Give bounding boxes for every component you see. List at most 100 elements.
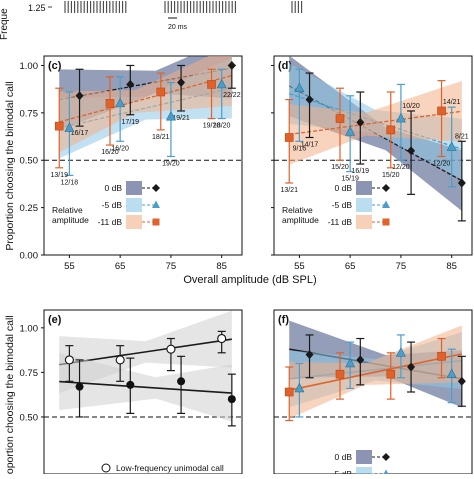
top-tick-125: 1.25 xyxy=(28,3,46,13)
count-label: 16/19 xyxy=(352,168,370,175)
legend: Relative0 dB-5 dB xyxy=(282,450,390,479)
legend-marker xyxy=(382,453,390,461)
data-point-square xyxy=(386,125,396,135)
count-label: 13/19 xyxy=(50,172,68,179)
count-label: 14/21 xyxy=(443,99,461,106)
data-point-square xyxy=(386,369,396,379)
x-tick-label: 85 xyxy=(216,261,227,272)
data-point-triangle xyxy=(345,357,356,368)
panel-label: (c) xyxy=(48,60,62,72)
x-tick-label: 75 xyxy=(396,261,407,272)
count-label: 13/21 xyxy=(280,187,298,194)
legend-entry: -5 dB xyxy=(332,469,353,474)
spectrogram-bars xyxy=(64,1,303,13)
x-tick-label: 55 xyxy=(64,261,75,272)
count-label: 19/20 xyxy=(203,123,221,130)
plot-body xyxy=(288,56,463,212)
data-point-diamond xyxy=(457,376,466,386)
data-point-diamond xyxy=(305,350,314,360)
y-tick-label: 1.00 xyxy=(20,323,39,334)
panel-label: (e) xyxy=(48,314,62,326)
top-freq-label: Freque xyxy=(0,8,10,40)
x-tick-label: 55 xyxy=(294,261,305,272)
plot-body xyxy=(289,320,463,419)
count-label: 17/19 xyxy=(122,119,140,126)
data-point-diamond xyxy=(126,79,135,89)
legend-entry: -11 dB xyxy=(98,217,123,227)
count-label: 14/17 xyxy=(301,141,319,148)
legend-title: amplitude xyxy=(52,215,89,225)
count-label: 12/18 xyxy=(61,179,79,186)
count-label: 12/20 xyxy=(392,164,410,171)
fit-line xyxy=(59,380,232,394)
legend-marker xyxy=(382,218,390,226)
data-point-diamond xyxy=(75,91,84,101)
legend-title: amplitude xyxy=(282,215,319,225)
data-point-triangle xyxy=(294,82,305,93)
data-point-square xyxy=(207,80,216,89)
x-tick-label: 85 xyxy=(446,261,457,272)
count-label: 16/17 xyxy=(71,130,89,137)
data-point-triangle xyxy=(294,382,305,393)
legend-marker xyxy=(382,469,390,477)
count-label: 8/21 xyxy=(455,133,469,140)
data-point-triangle xyxy=(446,141,457,151)
data-point-square xyxy=(284,387,294,397)
data-point-square xyxy=(284,133,294,142)
legend-entry: -11 dB xyxy=(328,217,353,227)
plot-frame xyxy=(43,55,243,256)
count-label: 15/20 xyxy=(382,172,400,179)
plot-body xyxy=(59,56,233,159)
count-label: 15/20 xyxy=(331,164,349,171)
data-point-circle xyxy=(177,377,186,386)
plot-frame xyxy=(273,55,473,256)
y-tick-label: 1.00 xyxy=(20,61,39,72)
legend-entry: -5 dB xyxy=(102,200,123,210)
panel-d: (d) 55 65 75 85 14/17 16/19 10/20 8/21 9/16 15/19 1… xyxy=(271,55,473,272)
data-point-open-circle xyxy=(217,333,227,344)
legend-swatch xyxy=(126,181,142,195)
legend-entry: Low-frequency unimodal call xyxy=(116,463,224,473)
data-point-circle xyxy=(75,382,84,391)
y-tick-label: 0.25 xyxy=(20,203,39,214)
panel-e: (e) 1.00 0.75 0.50 Low-frequency unimodal ca… xyxy=(20,309,243,475)
data-point-diamond xyxy=(177,78,186,88)
data-point-diamond xyxy=(356,117,365,127)
data-point-triangle xyxy=(216,78,227,89)
data-point-diamond xyxy=(305,95,314,105)
y-axis-label-bottom: Proportion choosing the bimodal call xyxy=(4,315,16,474)
fit-line xyxy=(289,353,463,392)
legend-swatch xyxy=(126,215,142,229)
data-point-triangle xyxy=(446,368,457,378)
count-label: 16/20 xyxy=(111,145,129,152)
data-point-triangle xyxy=(165,111,176,121)
data-point-square xyxy=(105,99,115,108)
legend-entry: -5 dB xyxy=(332,200,353,210)
data-point-triangle xyxy=(395,347,406,357)
data-point-triangle xyxy=(345,126,356,136)
plot-body xyxy=(59,310,232,422)
data-point-square xyxy=(54,121,64,131)
top-strip: Freque 1.25 20 ms xyxy=(0,1,303,40)
data-point-open-circle xyxy=(115,355,125,365)
data-point-triangle xyxy=(395,112,406,123)
data-point-diamond xyxy=(227,60,236,70)
legend: Low-frequency unimodal call xyxy=(101,463,224,473)
legend-swatch xyxy=(356,215,372,229)
data-point-diamond xyxy=(407,362,416,372)
data-point-triangle xyxy=(64,122,75,132)
top-scale-label: 20 ms xyxy=(168,24,188,31)
y-axis-label-top: Proportion choosing the bimodal call xyxy=(4,81,16,250)
panel-f: (f)Relative0 dB-5 dB xyxy=(273,309,473,479)
x-tick-label: 65 xyxy=(115,261,126,272)
legend-swatch xyxy=(356,450,372,464)
legend-swatch xyxy=(126,198,142,212)
legend-entry: 0 dB xyxy=(335,183,353,193)
data-point-open-circle xyxy=(166,344,176,354)
y-tick-label: 0.75 xyxy=(20,108,39,119)
data-point-circle xyxy=(126,380,135,389)
data-point-square xyxy=(437,352,446,361)
y-tick-label: 0.75 xyxy=(20,368,39,379)
